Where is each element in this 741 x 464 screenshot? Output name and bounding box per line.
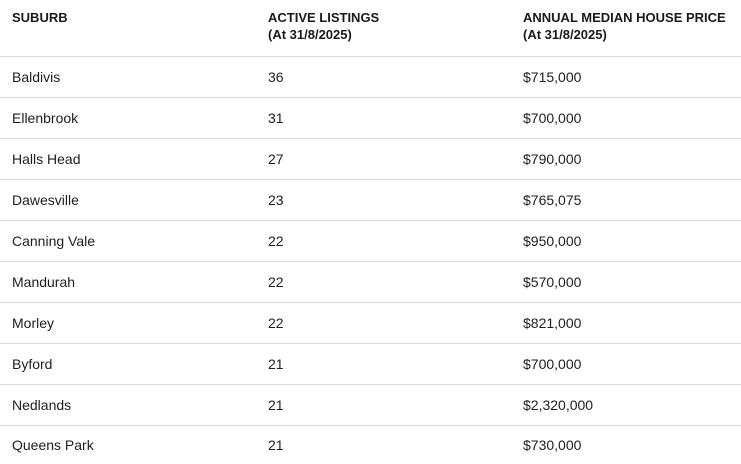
median-price-cell: $2,320,000 bbox=[511, 385, 741, 426]
column-header-active-listings-title: ACTIVE LISTINGS bbox=[268, 9, 501, 26]
table-row: Queens Park 21 $730,000 bbox=[0, 426, 741, 464]
column-header-active-listings-date: (At 31/8/2025) bbox=[268, 26, 501, 43]
suburb-cell: Canning Vale bbox=[0, 221, 256, 262]
active-listings-cell: 21 bbox=[256, 385, 511, 426]
median-price-cell: $821,000 bbox=[511, 303, 741, 344]
column-header-median-price: ANNUAL MEDIAN HOUSE PRICE (At 31/8/2025) bbox=[511, 0, 741, 57]
table-row: Halls Head 27 $790,000 bbox=[0, 139, 741, 180]
active-listings-cell: 22 bbox=[256, 262, 511, 303]
suburb-cell: Mandurah bbox=[0, 262, 256, 303]
median-price-cell: $570,000 bbox=[511, 262, 741, 303]
table-row: Mandurah 22 $570,000 bbox=[0, 262, 741, 303]
column-header-median-price-title: ANNUAL MEDIAN HOUSE PRICE bbox=[523, 9, 731, 26]
table-header-row: SUBURB ACTIVE LISTINGS (At 31/8/2025) AN… bbox=[0, 0, 741, 57]
median-price-cell: $700,000 bbox=[511, 344, 741, 385]
active-listings-cell: 27 bbox=[256, 139, 511, 180]
suburb-cell: Baldivis bbox=[0, 57, 256, 98]
suburb-cell: Morley bbox=[0, 303, 256, 344]
suburb-cell: Halls Head bbox=[0, 139, 256, 180]
active-listings-cell: 31 bbox=[256, 98, 511, 139]
active-listings-cell: 21 bbox=[256, 344, 511, 385]
table-row: Morley 22 $821,000 bbox=[0, 303, 741, 344]
table-row: Canning Vale 22 $950,000 bbox=[0, 221, 741, 262]
table-row: Ellenbrook 31 $700,000 bbox=[0, 98, 741, 139]
suburb-cell: Queens Park bbox=[0, 426, 256, 464]
column-header-median-price-date: (At 31/8/2025) bbox=[523, 26, 731, 43]
suburb-cell: Ellenbrook bbox=[0, 98, 256, 139]
suburb-cell: Dawesville bbox=[0, 180, 256, 221]
column-header-suburb: SUBURB bbox=[0, 0, 256, 57]
median-price-cell: $730,000 bbox=[511, 426, 741, 464]
active-listings-cell: 36 bbox=[256, 57, 511, 98]
active-listings-cell: 22 bbox=[256, 221, 511, 262]
table-row: Byford 21 $700,000 bbox=[0, 344, 741, 385]
active-listings-cell: 21 bbox=[256, 426, 511, 464]
column-header-suburb-title: SUBURB bbox=[12, 10, 68, 25]
median-price-cell: $700,000 bbox=[511, 98, 741, 139]
median-price-cell: $790,000 bbox=[511, 139, 741, 180]
table-row: Baldivis 36 $715,000 bbox=[0, 57, 741, 98]
table-row: Nedlands 21 $2,320,000 bbox=[0, 385, 741, 426]
column-header-active-listings: ACTIVE LISTINGS (At 31/8/2025) bbox=[256, 0, 511, 57]
suburb-cell: Nedlands bbox=[0, 385, 256, 426]
active-listings-cell: 23 bbox=[256, 180, 511, 221]
median-price-cell: $765,075 bbox=[511, 180, 741, 221]
median-price-cell: $715,000 bbox=[511, 57, 741, 98]
active-listings-cell: 22 bbox=[256, 303, 511, 344]
median-price-cell: $950,000 bbox=[511, 221, 741, 262]
table-row: Dawesville 23 $765,075 bbox=[0, 180, 741, 221]
suburb-cell: Byford bbox=[0, 344, 256, 385]
